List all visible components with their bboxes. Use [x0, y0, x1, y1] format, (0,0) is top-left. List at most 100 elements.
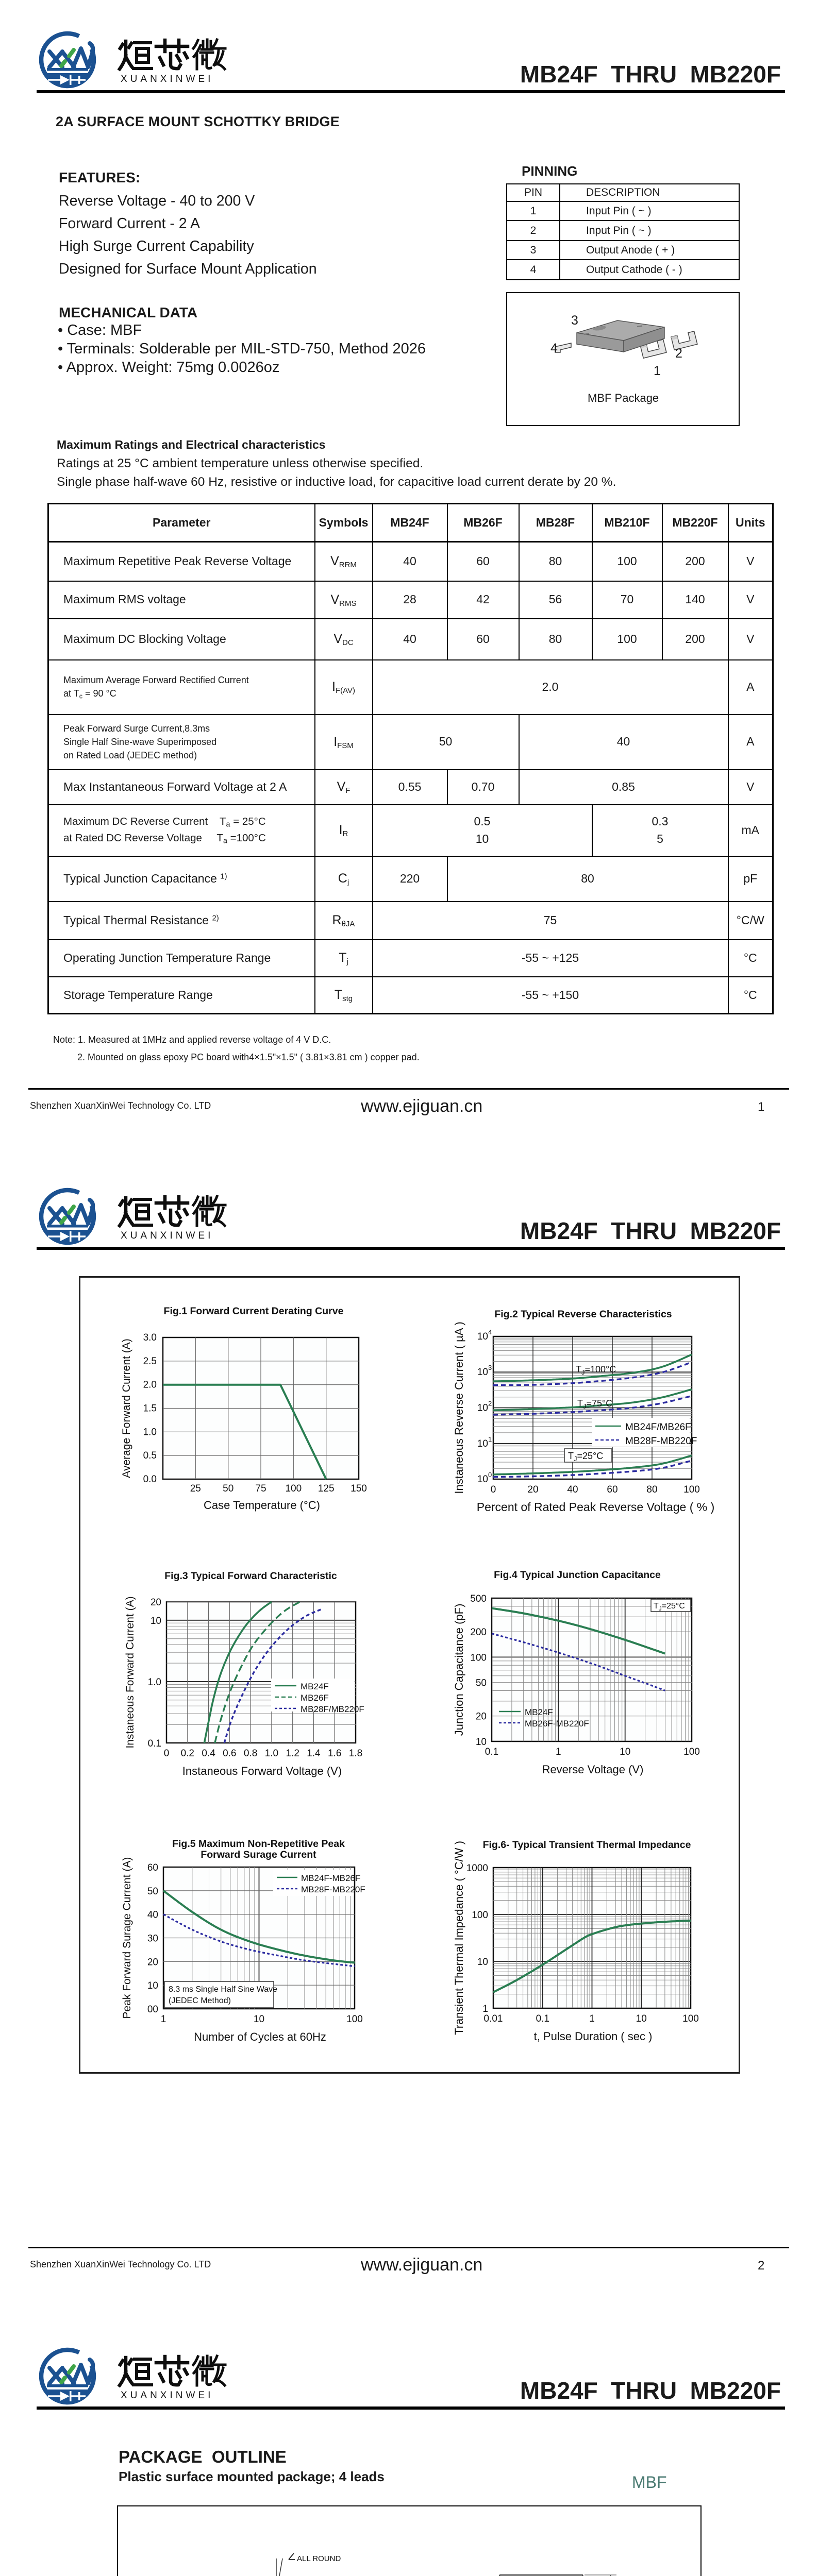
svg-text:10: 10	[477, 1367, 488, 1378]
svg-text:Average Forward Current (A): Average Forward Current (A)	[121, 1338, 132, 1478]
svg-text:0.01: 0.01	[484, 2013, 503, 2024]
svg-text:MB28F-MB220F: MB28F-MB220F	[301, 1885, 365, 1894]
svg-text:3.0: 3.0	[143, 1332, 157, 1343]
svg-text:Peak Forward Surage Current (A: Peak Forward Surage Current (A)	[121, 1857, 133, 2019]
svg-text:100: 100	[285, 1483, 302, 1494]
svg-text:50: 50	[147, 1886, 158, 1897]
svg-text:MB24F: MB24F	[301, 1682, 329, 1691]
svg-text:0.1: 0.1	[485, 1747, 498, 1757]
svg-text:1: 1	[161, 2014, 166, 2025]
svg-text:100: 100	[472, 1910, 488, 1921]
svg-text:4: 4	[488, 1328, 492, 1336]
svg-text:1.5: 1.5	[143, 1403, 157, 1414]
svg-text:1: 1	[589, 2013, 595, 2024]
svg-text:00: 00	[147, 2004, 158, 2015]
svg-text:125: 125	[318, 1483, 335, 1494]
svg-text:10: 10	[636, 2013, 647, 2024]
svg-text:10: 10	[477, 1957, 488, 1968]
svg-text:Fig.1 Forward Current Deratin: Fig.1 Forward Current Derating Curve	[164, 1306, 344, 1317]
svg-text:100: 100	[683, 1484, 700, 1495]
svg-text:150: 150	[350, 1483, 367, 1494]
svg-text:10: 10	[477, 1438, 488, 1449]
svg-text:Transient Thermal Impedance (: Transient Thermal Impedance ( °C/W )	[453, 1841, 465, 2035]
svg-text:XUANXINWEI: XUANXINWEI	[121, 1230, 213, 1241]
svg-text:100: 100	[683, 1747, 700, 1757]
svg-text:1.0: 1.0	[148, 1677, 161, 1688]
svg-text:10: 10	[147, 1980, 158, 1991]
svg-text:TJ=100°C: TJ=100°C	[576, 1364, 616, 1376]
svg-text:Percent of Rated Peak Reverse: Percent of Rated Peak Reverse Voltage ( …	[477, 1500, 715, 1514]
svg-text:Instaneous Forward Current (A: Instaneous Forward Current (A)	[124, 1596, 136, 1748]
svg-text:10: 10	[151, 1616, 161, 1626]
svg-text:1000: 1000	[466, 1863, 488, 1874]
svg-text:Instaneous Reverse Current ( µ: Instaneous Reverse Current ( µA )	[453, 1321, 465, 1494]
svg-text:TJ=25°C: TJ=25°C	[568, 1451, 603, 1463]
svg-text:0.4: 0.4	[202, 1748, 215, 1759]
svg-text:1.0: 1.0	[143, 1427, 157, 1437]
svg-text:50: 50	[223, 1483, 233, 1494]
svg-text:Case Temperature (°C): Case Temperature (°C)	[204, 1499, 320, 1512]
svg-text:TJ=25°C: TJ=25°C	[654, 1602, 685, 1612]
svg-text:Reverse Voltage (V): Reverse Voltage (V)	[542, 1763, 644, 1776]
svg-text:2.0: 2.0	[143, 1380, 157, 1391]
svg-text:1: 1	[488, 1435, 492, 1443]
svg-text:0: 0	[488, 1471, 492, 1479]
svg-text:MB26F-MB220F: MB26F-MB220F	[525, 1719, 589, 1728]
svg-text:10: 10	[477, 1474, 488, 1485]
svg-text:25: 25	[190, 1483, 201, 1494]
svg-text:1: 1	[556, 1747, 561, 1757]
svg-text:1.0: 1.0	[265, 1748, 278, 1759]
svg-text:2.5: 2.5	[143, 1356, 157, 1367]
svg-text:Fig.6- Typical Transient Therm: Fig.6- Typical Transient Thermal Impedan…	[483, 1839, 691, 1851]
svg-text:Forward Surage Current: Forward Surage Current	[201, 1849, 316, 1860]
svg-text:10: 10	[477, 1331, 488, 1342]
svg-text:ALL ROUND: ALL ROUND	[297, 2554, 341, 2563]
svg-text:3: 3	[488, 1364, 492, 1371]
svg-text:1: 1	[482, 2004, 488, 2014]
svg-text:100: 100	[682, 2013, 699, 2024]
svg-text:0.8: 0.8	[244, 1748, 257, 1759]
svg-text:10: 10	[476, 1737, 487, 1748]
svg-text:80: 80	[646, 1484, 657, 1495]
svg-text:100: 100	[346, 2014, 363, 2025]
svg-text:Fig.3 Typical Forward Charact: Fig.3 Typical Forward Characteristic	[164, 1570, 337, 1582]
svg-text:0.1: 0.1	[148, 1738, 161, 1749]
svg-text:MB24F/MB26F: MB24F/MB26F	[625, 1422, 691, 1433]
svg-text:XUANXINWEI: XUANXINWEI	[121, 2390, 213, 2401]
svg-text:8.3 ms Single Half Sine Wave: 8.3 ms Single Half Sine Wave	[169, 1985, 277, 1994]
svg-text:10: 10	[477, 1403, 488, 1414]
svg-text:Number of Cycles at 60Hz: Number of Cycles at 60Hz	[194, 2030, 326, 2043]
svg-text:Fig.2 Typical Reverse Charact: Fig.2 Typical Reverse Characteristics	[494, 1309, 672, 1320]
svg-text:(JEDEC Method): (JEDEC Method)	[169, 1996, 231, 2005]
svg-text:Fig.5 Maximum Non-Repetitive: Fig.5 Maximum Non-Repetitive Peak	[172, 1838, 345, 1850]
svg-text:0.6: 0.6	[223, 1748, 236, 1759]
svg-text:40: 40	[567, 1484, 578, 1495]
svg-text:MB28F-MB220F: MB28F-MB220F	[625, 1436, 697, 1447]
svg-text:1.2: 1.2	[286, 1748, 299, 1759]
svg-text:0.0: 0.0	[143, 1474, 157, 1485]
svg-text:60: 60	[147, 1862, 158, 1873]
svg-text:MB26F: MB26F	[301, 1693, 329, 1703]
svg-text:0: 0	[491, 1484, 496, 1495]
svg-text:MB24F-MB26F: MB24F-MB26F	[301, 1873, 360, 1883]
svg-text:20: 20	[151, 1597, 161, 1608]
svg-text:t, Pulse Duration ( sec ): t, Pulse Duration ( sec )	[534, 2030, 653, 2043]
svg-text:TJ=75°C: TJ=75°C	[577, 1398, 612, 1410]
svg-text:30: 30	[147, 1934, 158, 1944]
svg-text:1.8: 1.8	[349, 1748, 362, 1759]
svg-text:20: 20	[476, 1711, 487, 1722]
svg-text:Instaneous Forward Voltage (V): Instaneous Forward Voltage (V)	[182, 1765, 342, 1777]
svg-text:1.6: 1.6	[328, 1748, 341, 1759]
svg-text:1.4: 1.4	[307, 1748, 321, 1759]
svg-text:75: 75	[255, 1483, 266, 1494]
svg-text:10: 10	[254, 2014, 264, 2025]
svg-text:10: 10	[620, 1747, 630, 1757]
svg-text:60: 60	[607, 1484, 617, 1495]
svg-text:MB28F/MB220F: MB28F/MB220F	[301, 1704, 364, 1714]
svg-text:0.1: 0.1	[536, 2013, 549, 2024]
svg-text:MB24F: MB24F	[525, 1707, 553, 1717]
svg-text:2: 2	[488, 1400, 492, 1408]
svg-text:500: 500	[470, 1594, 487, 1604]
svg-text:XUANXINWEI: XUANXINWEI	[121, 74, 213, 84]
svg-text:20: 20	[147, 1957, 158, 1968]
